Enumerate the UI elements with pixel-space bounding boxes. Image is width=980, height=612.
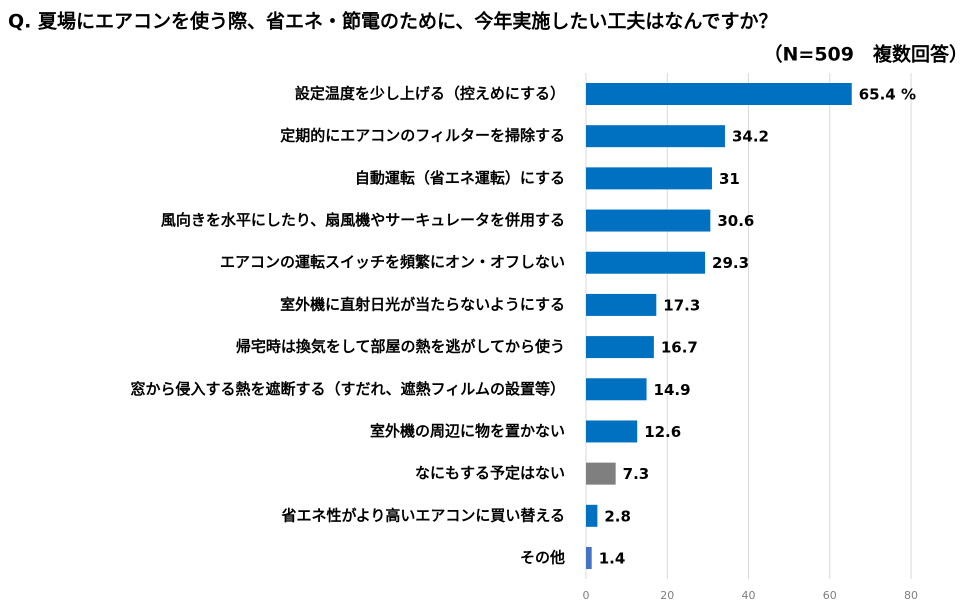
x-tick-label: 40 — [742, 589, 756, 602]
value-label: 7.3 — [623, 465, 650, 483]
y-tick-label: 省エネ性がより高いエアコンに買い替える — [280, 506, 565, 524]
chart-subtitle: （N=509 複数回答） — [764, 43, 968, 66]
x-tick-label: 0 — [583, 589, 590, 602]
y-tick-label: 定期的にエアコンのフィルターを掃除する — [280, 127, 565, 145]
value-label: 16.7 — [661, 339, 698, 357]
y-tick-label: エアコンの運転スイッチを頻繁にオン・オフしない — [220, 253, 565, 271]
bar — [586, 547, 592, 569]
bar — [586, 504, 598, 527]
bar — [586, 378, 647, 401]
value-label: 12.6 — [644, 423, 681, 441]
value-label: 31 — [719, 170, 740, 188]
y-tick-label: 窓から侵入する熱を遮断する（すだれ、遮熱フィルムの設置等） — [130, 380, 565, 398]
bar — [586, 251, 706, 274]
y-tick-label: その他 — [520, 549, 565, 567]
bar — [586, 167, 712, 190]
value-label: 2.8 — [604, 507, 631, 525]
x-tick-label: 80 — [904, 589, 918, 602]
x-tick-label: 60 — [823, 589, 837, 602]
bar — [586, 125, 725, 148]
y-tick-label: 室外機に直射日光が当たらないようにする — [280, 295, 565, 313]
y-tick-label: 室外機の周辺に物を置かない — [370, 422, 565, 440]
bar — [586, 420, 638, 443]
value-label: 17.3 — [663, 296, 700, 314]
x-tick-label: 20 — [660, 589, 674, 602]
bar — [586, 462, 616, 485]
y-tick-label: 帰宅時は換気をして部屋の熱を逃がしてから使う — [236, 338, 565, 356]
chart-title: Q. 夏場にエアコンを使う際、省エネ・節電のために、今年実施したい工夫はなんです… — [8, 10, 777, 33]
bar — [586, 209, 711, 232]
y-tick-label: 風向きを水平にしたり、扇風機やサーキュレータを併用する — [161, 211, 565, 229]
bar — [586, 336, 654, 359]
value-label: 34.2 — [732, 128, 769, 146]
value-label: 14.9 — [654, 381, 691, 399]
value-label: 29.3 — [712, 254, 749, 272]
y-tick-label: 設定温度を少し上げる（控えめにする） — [295, 85, 565, 103]
bar — [586, 293, 657, 316]
bar — [586, 83, 852, 105]
y-tick-label: 自動運転（省エネ運転）にする — [355, 169, 565, 187]
y-tick-label: なにもする予定はない — [415, 464, 565, 482]
value-label: 1.4 — [599, 550, 626, 568]
value-label: 30.6 — [717, 212, 754, 230]
value-label: 65.4 % — [859, 86, 916, 104]
